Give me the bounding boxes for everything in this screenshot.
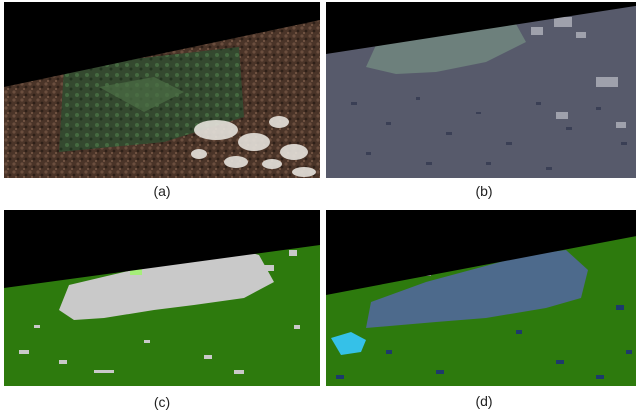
dark-speckles — [351, 97, 627, 170]
light-patches — [531, 17, 626, 128]
cluster-map — [326, 210, 636, 386]
panel-d-cluster-map — [326, 210, 636, 386]
navy-cluster-speckles — [336, 305, 632, 379]
clearing-patch — [99, 77, 184, 112]
panel-a-rgb-image — [4, 2, 320, 178]
rgb-satellite-image — [4, 2, 320, 178]
caption-d: (d) — [475, 393, 493, 409]
caption-a: (a) — [153, 183, 171, 199]
cloud-cluster — [191, 116, 316, 177]
caption-c: (c) — [153, 394, 171, 410]
classification-map — [4, 210, 320, 386]
cloud-class-speckles — [19, 250, 300, 374]
no-data-region — [4, 2, 320, 87]
gray-result-map — [326, 2, 636, 178]
panel-b-gray-map — [326, 2, 636, 178]
panel-c-classification-map — [4, 210, 320, 386]
blue-cluster-region — [366, 250, 588, 328]
no-data-region — [4, 210, 320, 288]
caption-b: (b) — [475, 183, 493, 199]
no-data-region — [326, 210, 636, 295]
no-data-region — [326, 2, 636, 54]
cloud-class-region — [59, 248, 274, 320]
cyan-cluster-patch — [331, 332, 366, 355]
